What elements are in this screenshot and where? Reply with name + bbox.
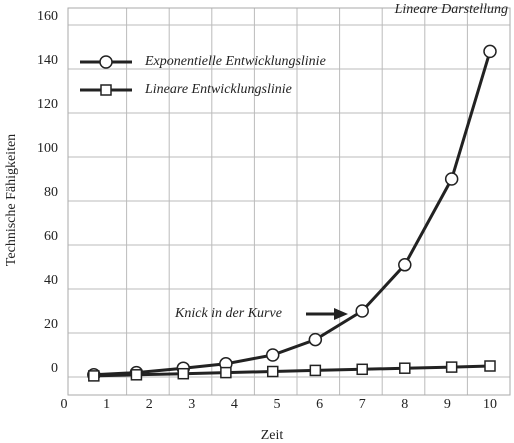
annotation: Knick in der Kurve [174, 306, 282, 321]
series-line [93, 50, 492, 377]
x-tick-label: 4 [231, 397, 238, 412]
data-point [356, 363, 368, 376]
plot-frame [67, 7, 511, 396]
data-point [398, 258, 412, 272]
y-tick-label: 140 [37, 53, 58, 68]
y-tick-label: 60 [44, 229, 58, 244]
legend-label: Exponentielle Entwicklungslinie [144, 54, 326, 69]
data-point [177, 367, 190, 380]
y-tick-label: 120 [37, 97, 58, 112]
x-tick-label: 5 [274, 397, 281, 412]
y-tick-label: 40 [44, 273, 58, 288]
y-tick-label: 80 [44, 185, 58, 200]
y-tick-label: 20 [44, 317, 58, 332]
data-point [266, 365, 279, 378]
x-tick-label: 6 [316, 397, 323, 412]
series-line [93, 364, 491, 378]
data-point [355, 304, 369, 318]
annotation-arrowhead [334, 308, 348, 320]
y-tick-label: 0 [51, 361, 58, 376]
x-tick-label: 3 [188, 397, 195, 412]
x-tick-label: 9 [444, 397, 451, 412]
x-axis-label: Zeit [261, 428, 284, 443]
data-point [88, 370, 100, 382]
x-tick-label: 2 [146, 397, 153, 412]
data-point [483, 44, 497, 59]
x-tick-label: 1 [103, 397, 110, 412]
data-point [399, 362, 411, 374]
data-point [309, 364, 322, 377]
y-axis-label: Technische Fähigkeiten [4, 134, 19, 266]
x-tick-label: 7 [359, 397, 366, 412]
data-point [308, 332, 323, 347]
x-tick-label: 8 [401, 397, 408, 412]
legend-marker [99, 55, 113, 69]
data-point [484, 360, 496, 372]
data-point [130, 369, 143, 381]
x-tick-label: 10 [483, 397, 497, 412]
legend-marker [100, 84, 112, 96]
y-tick-label: 100 [37, 141, 58, 156]
data-point [445, 361, 458, 373]
x-tick-label: 0 [61, 397, 68, 412]
data-point [444, 172, 459, 186]
data-point [220, 366, 232, 379]
chart-title: Lineare Darstellung [394, 2, 508, 17]
y-tick-label: 160 [37, 9, 58, 24]
legend-label: Lineare Entwicklungslinie [144, 82, 292, 97]
data-point [265, 348, 280, 362]
